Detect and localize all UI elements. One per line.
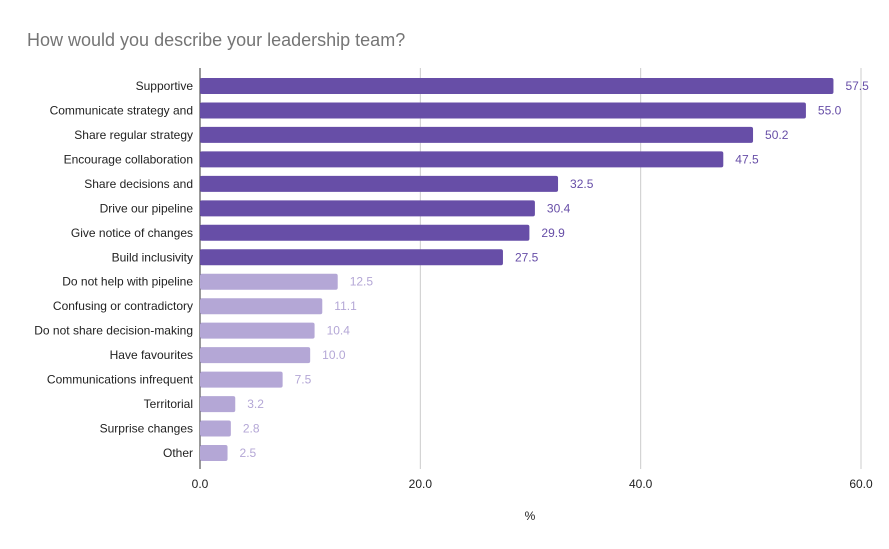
- bar: [200, 396, 236, 413]
- bar: [200, 298, 323, 315]
- category-label: Confusing or contradictory: [53, 299, 193, 313]
- bar: [200, 249, 503, 266]
- data-label: 11.1: [334, 299, 357, 313]
- bar: [200, 371, 283, 388]
- data-label: 2.5: [240, 446, 257, 460]
- category-label: Drive our pipeline: [100, 201, 194, 215]
- category-label: Share decisions and: [84, 177, 193, 191]
- data-label: 27.5: [515, 250, 539, 264]
- data-label: 55.0: [818, 103, 842, 117]
- data-label: 30.4: [547, 201, 571, 215]
- bar: [200, 420, 231, 437]
- category-label: Other: [163, 446, 193, 460]
- category-label: Do not help with pipeline: [62, 275, 193, 289]
- bar: [200, 175, 559, 192]
- x-axis-label: %: [525, 509, 536, 523]
- data-label: 7.5: [295, 373, 312, 387]
- bar: [200, 347, 311, 364]
- data-label: 57.5: [845, 79, 869, 93]
- data-label: 47.5: [735, 152, 759, 166]
- data-label: 3.2: [247, 397, 264, 411]
- data-label: 32.5: [570, 177, 594, 191]
- data-label: 12.5: [350, 275, 374, 289]
- x-tick-label: 40.0: [629, 477, 653, 491]
- category-label: Encourage collaboration: [64, 152, 193, 166]
- bar: [200, 151, 724, 168]
- category-label: Do not share decision-making: [34, 324, 193, 338]
- category-label: Give notice of changes: [71, 226, 193, 240]
- chart-title: How would you describe your leadership t…: [27, 30, 405, 50]
- x-tick-label: 60.0: [849, 477, 873, 491]
- category-label: Build inclusivity: [112, 250, 193, 264]
- x-tick-label: 20.0: [409, 477, 433, 491]
- data-label: 2.8: [243, 422, 260, 436]
- category-label: Have favourites: [110, 348, 193, 362]
- bar: [200, 200, 535, 217]
- bar: [200, 126, 754, 143]
- bar: [200, 78, 834, 94]
- category-label: Territorial: [144, 397, 193, 411]
- category-label: Communicate strategy and: [50, 103, 193, 117]
- data-label: 29.9: [541, 226, 565, 240]
- bar: [200, 445, 228, 461]
- data-label: 10.0: [322, 348, 346, 362]
- category-label: Surprise changes: [100, 422, 193, 436]
- bar: [200, 102, 806, 119]
- data-label: 50.2: [765, 128, 789, 142]
- bar: [200, 273, 338, 290]
- bar: [200, 322, 315, 339]
- data-label: 10.4: [327, 324, 351, 338]
- category-label: Share regular strategy: [74, 128, 193, 142]
- category-label: Communications infrequent: [47, 373, 194, 387]
- category-label: Supportive: [136, 79, 194, 93]
- x-tick-label: 0.0: [192, 477, 209, 491]
- bar: [200, 224, 530, 241]
